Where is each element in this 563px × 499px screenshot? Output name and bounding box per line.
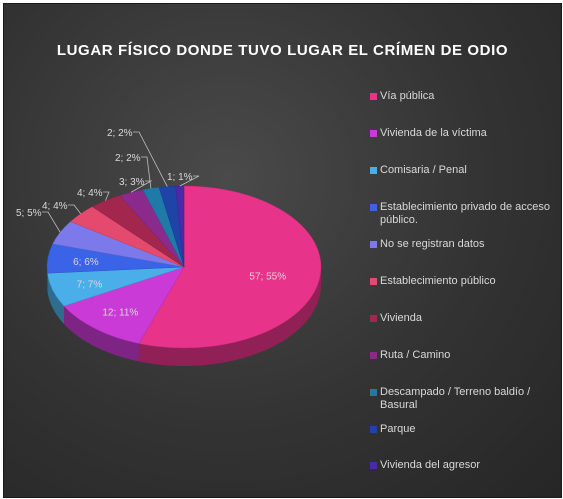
- pie-slice-10: [175, 185, 185, 268]
- data-label-9: 2; 2%: [107, 128, 133, 139]
- data-label-0: 57; 55%: [249, 271, 286, 282]
- legend-swatch: [370, 93, 377, 100]
- legend-label: Comisaria / Penal: [380, 164, 467, 176]
- leader-line-9: [133, 131, 168, 187]
- pie-leaders: [42, 131, 200, 233]
- data-label-4: 5; 5%: [16, 208, 42, 219]
- legend-label: Descampado / Terreno baldío / Basural: [380, 386, 531, 411]
- leader-line-8: [141, 156, 152, 189]
- legend-swatch: [370, 278, 377, 285]
- legend-label: Vivienda de la víctima: [380, 127, 487, 139]
- legend-label: Establecimiento público: [380, 275, 496, 287]
- legend-label: Establecimiento privado de acceso públic…: [380, 201, 550, 226]
- pie-side-0: [138, 267, 321, 366]
- legend-swatch: [370, 352, 377, 359]
- chart-title: LUGAR FÍSICO DONDE TUVO LUGAR EL CRÍMEN …: [56, 42, 509, 59]
- pie-chart: 57; 55%12; 11%7; 7%6; 6%5; 5%4; 4%4; 4%3…: [16, 128, 322, 366]
- legend-swatch: [370, 426, 377, 433]
- pie-top: [46, 185, 322, 349]
- legend-swatch: [370, 462, 377, 469]
- legend-label: Vivienda: [380, 312, 422, 324]
- data-label-1: 12; 11%: [102, 308, 138, 319]
- data-label-8: 2; 2%: [115, 153, 141, 164]
- legend-swatch: [370, 241, 377, 248]
- legend-label: Vía pública: [380, 90, 435, 102]
- pie-slice-1: [63, 266, 185, 344]
- legend-swatch: [370, 389, 377, 396]
- pie-labels: 57; 55%12; 11%7; 7%6; 6%5; 5%4; 4%4; 4%3…: [16, 128, 286, 319]
- leader-line-4: [42, 211, 61, 233]
- legend-label: Vivienda del agresor: [380, 459, 481, 471]
- data-label-5: 4; 4%: [42, 201, 68, 212]
- legend-swatch: [370, 167, 377, 174]
- legend-swatch: [370, 315, 377, 322]
- leader-line-6: [103, 191, 110, 201]
- pie-side-2: [47, 273, 64, 325]
- data-label-3: 6; 6%: [73, 257, 99, 268]
- leader-line-7: [130, 180, 153, 193]
- leader-line-10: [179, 175, 200, 187]
- legend-swatch: [370, 204, 377, 211]
- legend-label: No se registran datos: [380, 238, 485, 250]
- data-label-2: 7; 7%: [77, 280, 103, 291]
- pie-slice-0: [138, 185, 322, 349]
- data-label-7: 3; 3%: [119, 177, 145, 188]
- chart-panel: LUGAR FÍSICO DONDE TUVO LUGAR EL CRÍMEN …: [3, 3, 562, 498]
- data-label-6: 4; 4%: [77, 188, 103, 199]
- legend-label: Ruta / Camino: [380, 349, 451, 361]
- legend-label: Parque: [380, 423, 416, 435]
- data-label-10: 1; 1%: [167, 172, 193, 183]
- pie-side-1: [63, 306, 139, 362]
- leader-line-5: [68, 204, 82, 215]
- legend-swatch: [370, 130, 377, 137]
